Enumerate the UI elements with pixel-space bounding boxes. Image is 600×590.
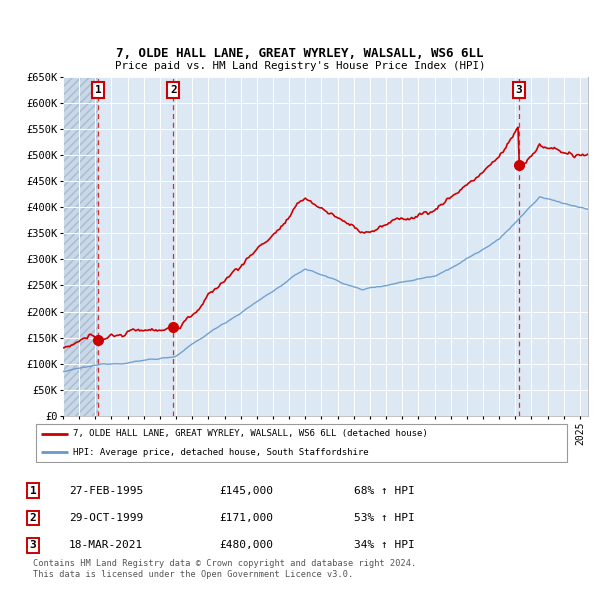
Text: 29-OCT-1999: 29-OCT-1999 [69,513,143,523]
Text: 68% ↑ HPI: 68% ↑ HPI [354,486,415,496]
Bar [63,77,98,416]
FancyBboxPatch shape [35,424,568,462]
Text: 2: 2 [29,513,37,523]
Text: 2: 2 [170,85,177,95]
Text: 53% ↑ HPI: 53% ↑ HPI [354,513,415,523]
Text: 1: 1 [29,486,37,496]
Text: This data is licensed under the Open Government Licence v3.0.: This data is licensed under the Open Gov… [33,570,353,579]
Text: 3: 3 [29,540,37,550]
Text: Contains HM Land Registry data © Crown copyright and database right 2024.: Contains HM Land Registry data © Crown c… [33,559,416,568]
Text: 7, OLDE HALL LANE, GREAT WYRLEY, WALSALL, WS6 6LL: 7, OLDE HALL LANE, GREAT WYRLEY, WALSALL… [116,47,484,60]
Text: 1: 1 [95,85,101,95]
Text: 27-FEB-1995: 27-FEB-1995 [69,486,143,496]
Text: 34% ↑ HPI: 34% ↑ HPI [354,540,415,550]
Text: £145,000: £145,000 [219,486,273,496]
Text: 7, OLDE HALL LANE, GREAT WYRLEY, WALSALL, WS6 6LL (detached house): 7, OLDE HALL LANE, GREAT WYRLEY, WALSALL… [73,430,428,438]
Text: 18-MAR-2021: 18-MAR-2021 [69,540,143,550]
Text: £171,000: £171,000 [219,513,273,523]
Text: HPI: Average price, detached house, South Staffordshire: HPI: Average price, detached house, Sout… [73,448,369,457]
Text: 3: 3 [515,85,522,95]
Text: £480,000: £480,000 [219,540,273,550]
Text: Price paid vs. HM Land Registry's House Price Index (HPI): Price paid vs. HM Land Registry's House … [115,61,485,71]
Bar [98,77,173,416]
